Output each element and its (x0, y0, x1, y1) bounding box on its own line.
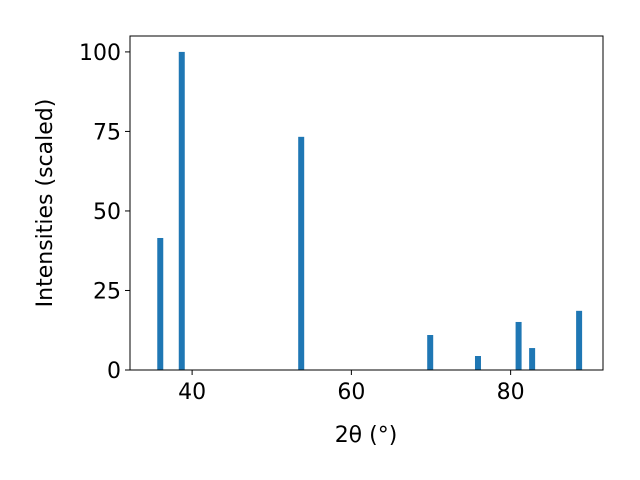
y-tick-label: 25 (93, 279, 121, 304)
y-tick-label: 100 (79, 41, 121, 66)
bar (427, 335, 434, 370)
bar (515, 321, 522, 370)
x-axis-label: 2θ (°) (335, 423, 398, 448)
bar (474, 356, 481, 370)
x-tick-label: 80 (497, 380, 525, 405)
bar (529, 348, 536, 370)
bar (157, 237, 164, 370)
bar (576, 310, 583, 370)
y-tick-label: 0 (107, 359, 121, 384)
bar (298, 136, 305, 370)
bar (178, 51, 185, 371)
plot-frame (129, 35, 604, 371)
y-tick-label: 75 (93, 120, 121, 145)
y-axis-label: Intensities (scaled) (33, 99, 58, 308)
y-tick-label: 50 (93, 200, 121, 225)
x-tick-label: 60 (337, 380, 365, 405)
x-tick-label: 40 (178, 380, 206, 405)
